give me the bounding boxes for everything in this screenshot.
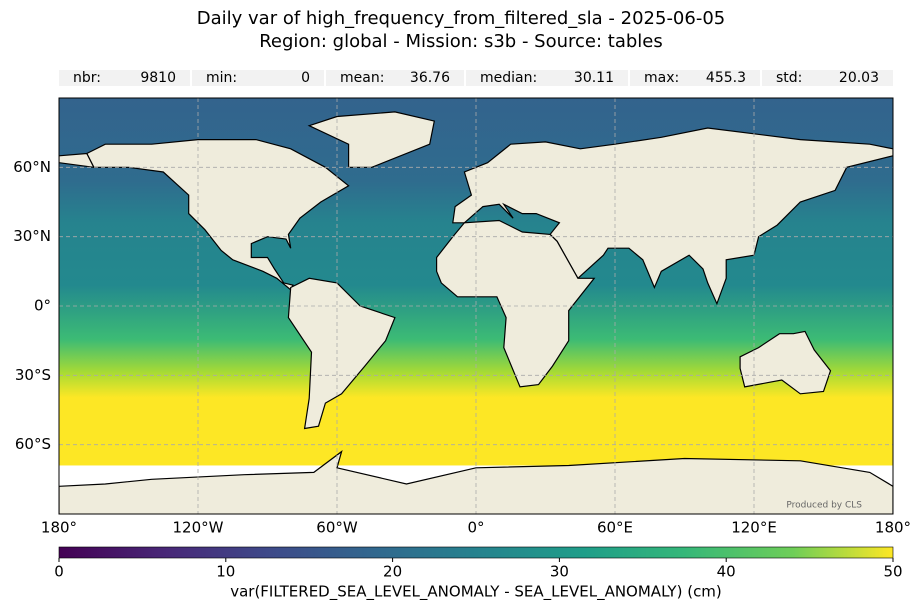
stat-label: std: (776, 70, 802, 86)
colorbar-tick-label: 40 (717, 563, 736, 581)
landmass (85, 139, 350, 291)
stat-cell (762, 70, 893, 86)
stat-label: mean: (340, 70, 384, 86)
colorbar-tick-label: 50 (883, 563, 902, 581)
x-tick-label: 60°W (316, 519, 358, 537)
y-tick-label: 60°N (13, 158, 51, 176)
stat-value: 36.76 (410, 70, 450, 86)
stat-value: 20.03 (839, 70, 879, 86)
map-area (59, 98, 893, 514)
stat-label: min: (206, 70, 237, 86)
x-tick-label: 0° (467, 519, 484, 537)
stat-value: 0 (301, 70, 310, 86)
stat-cell (192, 70, 324, 86)
stat-cell (466, 70, 628, 86)
stat-label: median: (480, 70, 537, 86)
x-tick-label: 120°W (173, 519, 224, 537)
y-tick-label: 0° (34, 297, 51, 315)
landmass (452, 127, 893, 306)
stat-label: max: (644, 70, 679, 86)
x-tick-label: 180° (41, 519, 77, 537)
title: Daily var of high_frequency_from_filtere… (197, 8, 726, 29)
colorbar-tick-label: 0 (54, 563, 64, 581)
colorbar-tick-label: 10 (216, 563, 235, 581)
colorbar-ticks: 0 10 20 30 40 50 (54, 558, 903, 581)
axes-ticks: 180° 120°W 60°W 0° 60°E 120°E 180° 60°N 30°N 0° 30… (13, 158, 911, 537)
stat-value: 455.3 (706, 70, 746, 86)
grid (59, 98, 893, 514)
landmass (307, 111, 436, 168)
landmass (59, 152, 95, 169)
x-tick-label: 120°E (731, 519, 777, 537)
landmass (287, 277, 396, 430)
stat-cell (59, 70, 190, 86)
y-tick-label: 30°N (13, 227, 51, 245)
stat-label: nbr: (73, 70, 101, 86)
x-tick-label: 180° (875, 519, 911, 537)
y-tick-label: 30°S (15, 366, 51, 384)
credit: Produced by CLS (786, 501, 862, 511)
map-frame (58, 97, 894, 515)
colorbar-tick-label: 30 (550, 563, 569, 581)
colorbar (58, 546, 894, 559)
y-tick-label: 60°S (15, 435, 51, 453)
x-tick-label: 60°E (597, 519, 633, 537)
stat-cell (326, 70, 464, 86)
landmass (739, 330, 832, 395)
landmass (59, 450, 893, 514)
stat-cell (630, 70, 760, 86)
colorbar-label: var(FILTERED_SEA_LEVEL_ANOMALY - SEA_LEV… (230, 583, 722, 602)
stats-bar: nbr: 9810 min: 0 mean: 36.76 median: 30.11 max: 4… (59, 70, 893, 86)
stat-value: 30.11 (574, 70, 614, 86)
subtitle: Region: global - Mission: s3b - Source: … (259, 31, 663, 52)
stat-value: 9810 (140, 70, 176, 86)
colorbar-tick-label: 20 (383, 563, 402, 581)
